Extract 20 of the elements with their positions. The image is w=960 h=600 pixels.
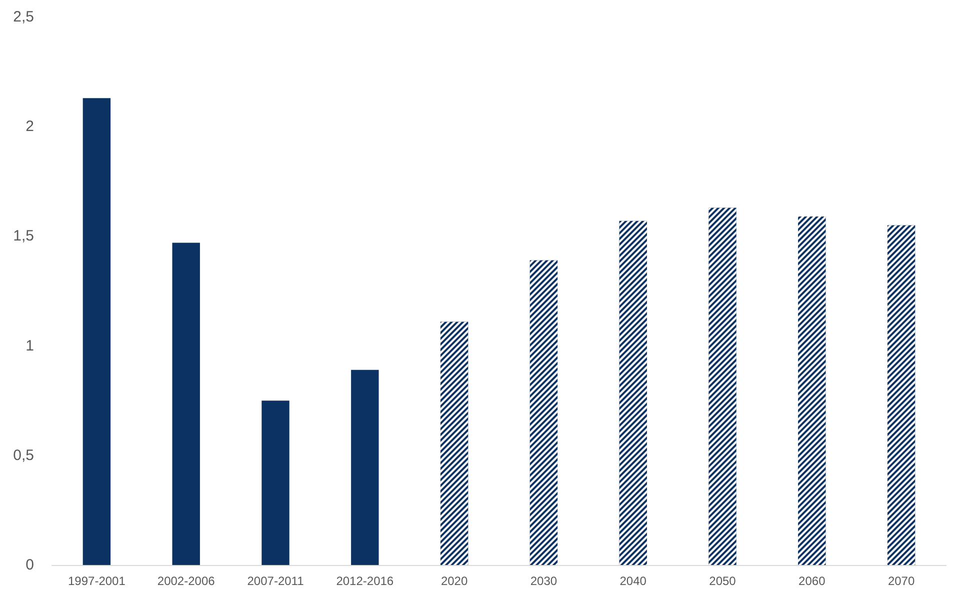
- x-tick-label: 2060: [798, 574, 826, 588]
- x-tick-label: 2020: [440, 574, 468, 588]
- y-tick-label: 2: [26, 118, 34, 136]
- x-tick-label: 2030: [530, 574, 558, 588]
- y-tick-label: 0: [26, 556, 34, 574]
- y-tick-label: 1: [26, 337, 34, 354]
- bar: [262, 400, 290, 565]
- x-tick-label: 2070: [888, 574, 915, 588]
- bar: [172, 242, 200, 565]
- x-tick-label: 2050: [709, 574, 736, 588]
- x-tick-label: 2007-2011: [247, 574, 304, 588]
- y-tick-label: 1,5: [13, 228, 34, 245]
- x-tick-label: 2002-2006: [157, 574, 216, 588]
- bar: [82, 98, 111, 565]
- x-tick-label: 1997-2001: [68, 574, 126, 588]
- bar: [351, 370, 379, 565]
- x-tick-label: 2012-2016: [336, 574, 394, 588]
- y-tick-label: 0,5: [13, 446, 34, 464]
- x-tick-label: 2040: [620, 574, 647, 588]
- y-tick-label: 2,5: [13, 8, 34, 26]
